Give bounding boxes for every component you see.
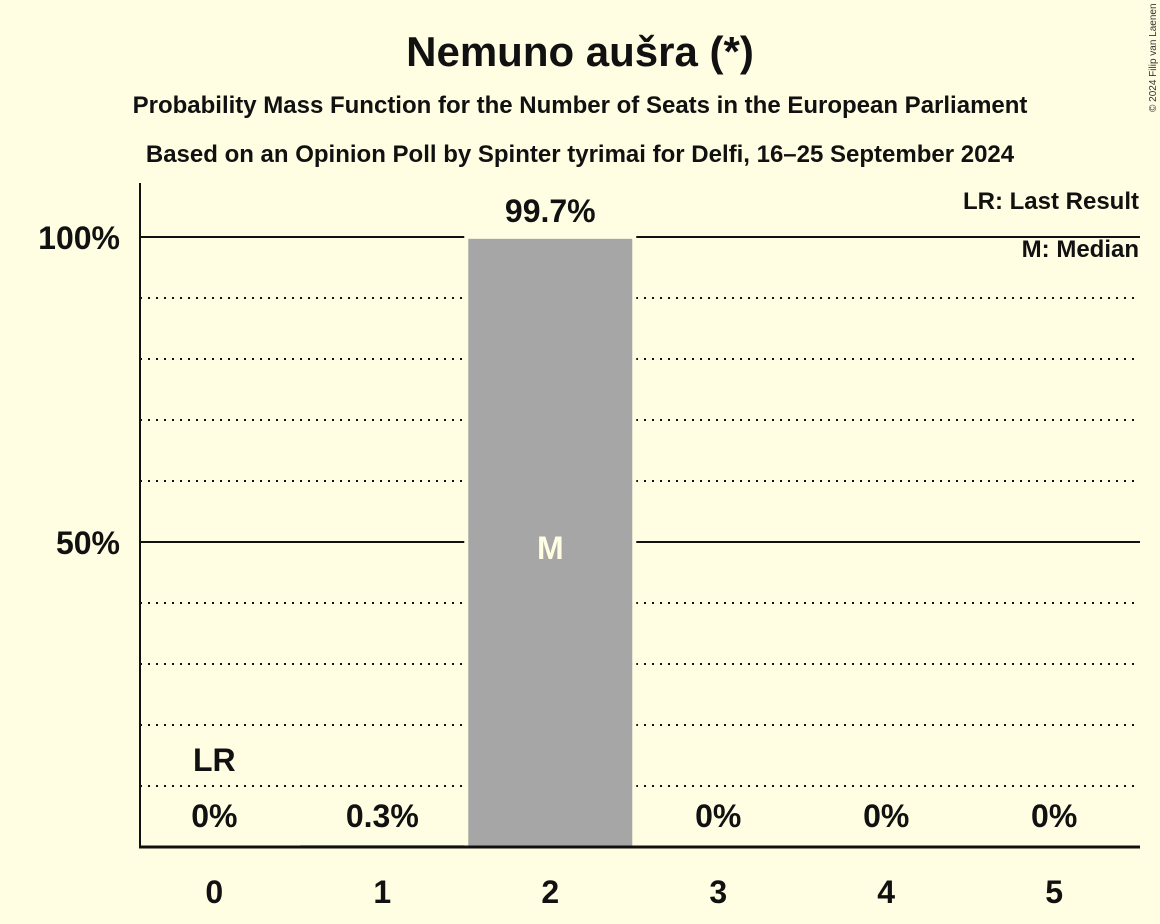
copyright: © 2024 Filip van Laenen [1148,3,1159,112]
legend-last-result: LR: Last Result [963,188,1139,215]
value-label: 0% [1031,798,1077,834]
value-label: 0.3% [346,798,419,834]
median-marker: M [537,530,564,566]
bar-halo [296,841,469,847]
x-tick-label: 4 [877,874,895,910]
value-label: 99.7% [505,193,596,229]
x-tick-label: 2 [541,874,559,910]
value-label: 0% [863,798,909,834]
x-tick-label: 1 [373,874,391,910]
y-tick-label: 100% [38,220,120,256]
bar [468,238,633,847]
x-tick-label: 5 [1045,874,1063,910]
x-tick-label: 0 [205,874,223,910]
chart-subtitle-poll: Based on an Opinion Poll by Spinter tyri… [146,141,1015,168]
chart-title: Nemuno aušra (*) [406,28,754,75]
value-label: 0% [191,798,237,834]
last-result-marker: LR [193,742,236,778]
legend-median: M: Median [1022,236,1139,263]
x-tick-label: 3 [709,874,727,910]
chart-subtitle: Probability Mass Function for the Number… [133,92,1028,119]
value-label: 0% [695,798,741,834]
y-tick-label: 50% [56,525,120,561]
